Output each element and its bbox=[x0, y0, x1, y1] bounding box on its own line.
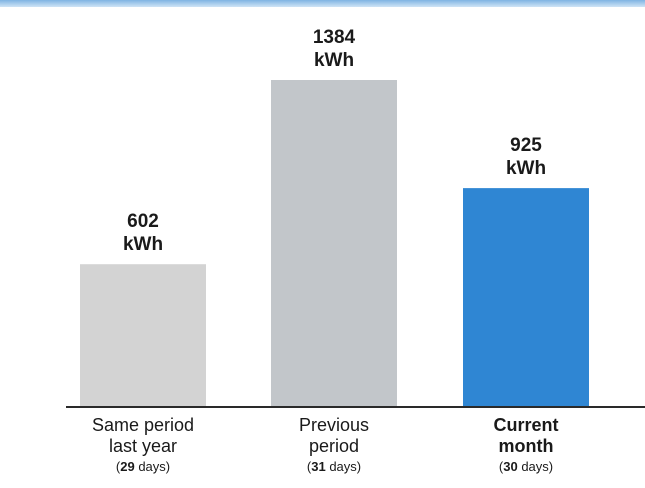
x-tick-label: month bbox=[499, 436, 554, 456]
data-label-value: 602 bbox=[127, 211, 159, 232]
x-tick-days-label: (30 days) bbox=[499, 459, 553, 474]
x-tick-days-label: (31 days) bbox=[307, 459, 361, 474]
bar-1 bbox=[80, 264, 206, 406]
data-label-unit: kWh bbox=[506, 158, 546, 179]
bar-2 bbox=[271, 80, 397, 406]
x-tick-label: period bbox=[309, 436, 359, 456]
bar-3 bbox=[463, 188, 589, 406]
header-strip bbox=[0, 0, 645, 7]
x-tick-label: Previous bbox=[299, 415, 369, 435]
data-label-unit: kWh bbox=[123, 234, 163, 255]
x-tick-days-label: (29 days) bbox=[116, 459, 170, 474]
x-tick-label: Current bbox=[493, 415, 558, 435]
data-label-value: 1384 bbox=[313, 27, 356, 48]
x-tick-label: last year bbox=[109, 436, 177, 456]
data-label-unit: kWh bbox=[314, 50, 354, 71]
x-tick-label: Same period bbox=[92, 415, 194, 435]
data-label-value: 925 bbox=[510, 135, 542, 156]
